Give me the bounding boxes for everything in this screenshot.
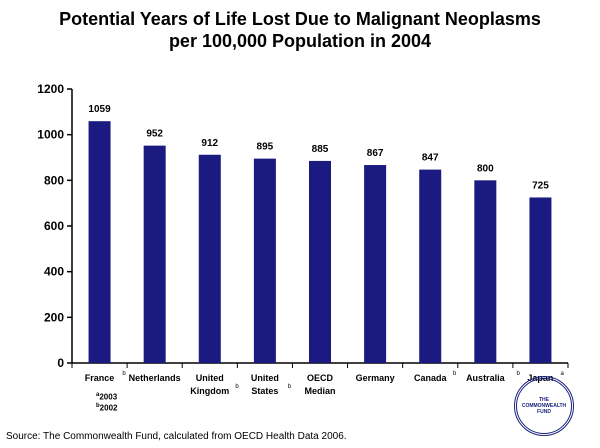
bar (474, 180, 497, 363)
bar (198, 154, 221, 363)
y-tick-label: 1200 (37, 82, 64, 96)
data-label: 952 (146, 129, 163, 140)
bar (529, 197, 552, 363)
bar (309, 160, 331, 363)
y-tick-label: 400 (44, 265, 64, 279)
category-footnote-mark: a (560, 371, 564, 377)
footnote-a-text: 2003 (99, 392, 118, 402)
data-label: 847 (422, 153, 439, 164)
data-label: 885 (312, 144, 329, 155)
y-tick-label: 200 (44, 310, 64, 324)
category-label: States (251, 386, 278, 396)
data-label: 800 (477, 163, 494, 174)
category-label: Germany (356, 373, 395, 383)
logo-line-1: THE (539, 397, 549, 403)
category-label: United (251, 373, 279, 383)
bar (419, 169, 442, 363)
y-tick-label: 600 (44, 219, 64, 233)
bar (143, 145, 166, 363)
category-footnote-mark: b (235, 384, 239, 390)
logo-line-3: FUND (537, 409, 551, 415)
bar (253, 158, 276, 363)
title-line-1: Potential Years of Life Lost Due to Mali… (59, 9, 541, 29)
data-label: 725 (532, 180, 549, 191)
commonwealth-fund-logo: THE COMMONWEALTH FUND (514, 376, 574, 436)
data-label: 1059 (88, 104, 111, 115)
category-label: OECD (307, 373, 334, 383)
category-label: United (196, 373, 224, 383)
category-label: Australia (466, 373, 506, 383)
source-note: Source: The Commonwealth Fund, calculate… (6, 431, 347, 442)
y-tick-label: 800 (44, 173, 64, 187)
footnote-b: b2002 (96, 403, 118, 413)
y-tick-label: 0 (57, 356, 64, 370)
category-footnote-mark: b (517, 371, 521, 377)
category-footnote-mark: b (122, 371, 126, 377)
bar (88, 121, 111, 363)
category-label: Kingdom (190, 386, 229, 396)
bar (364, 165, 387, 363)
category-footnote-mark: b (453, 371, 457, 377)
category-label: Canada (414, 373, 448, 383)
chart-title: Potential Years of Life Lost Due to Mali… (0, 8, 600, 52)
data-label: 912 (201, 138, 218, 149)
category-footnote-mark: b (288, 384, 292, 390)
category-label: Median (304, 386, 335, 396)
data-label: 895 (257, 142, 274, 153)
title-line-2: per 100,000 Population in 2004 (168, 31, 432, 51)
y-tick-label: 1000 (37, 128, 64, 142)
footnote-a: a2003 (96, 392, 118, 402)
data-label: 867 (367, 148, 384, 159)
category-label: France (85, 373, 115, 383)
footnote-b-text: 2002 (99, 403, 118, 413)
logo-line-2: COMMONWEALTH (521, 403, 567, 409)
category-label: Netherlands (129, 373, 181, 383)
